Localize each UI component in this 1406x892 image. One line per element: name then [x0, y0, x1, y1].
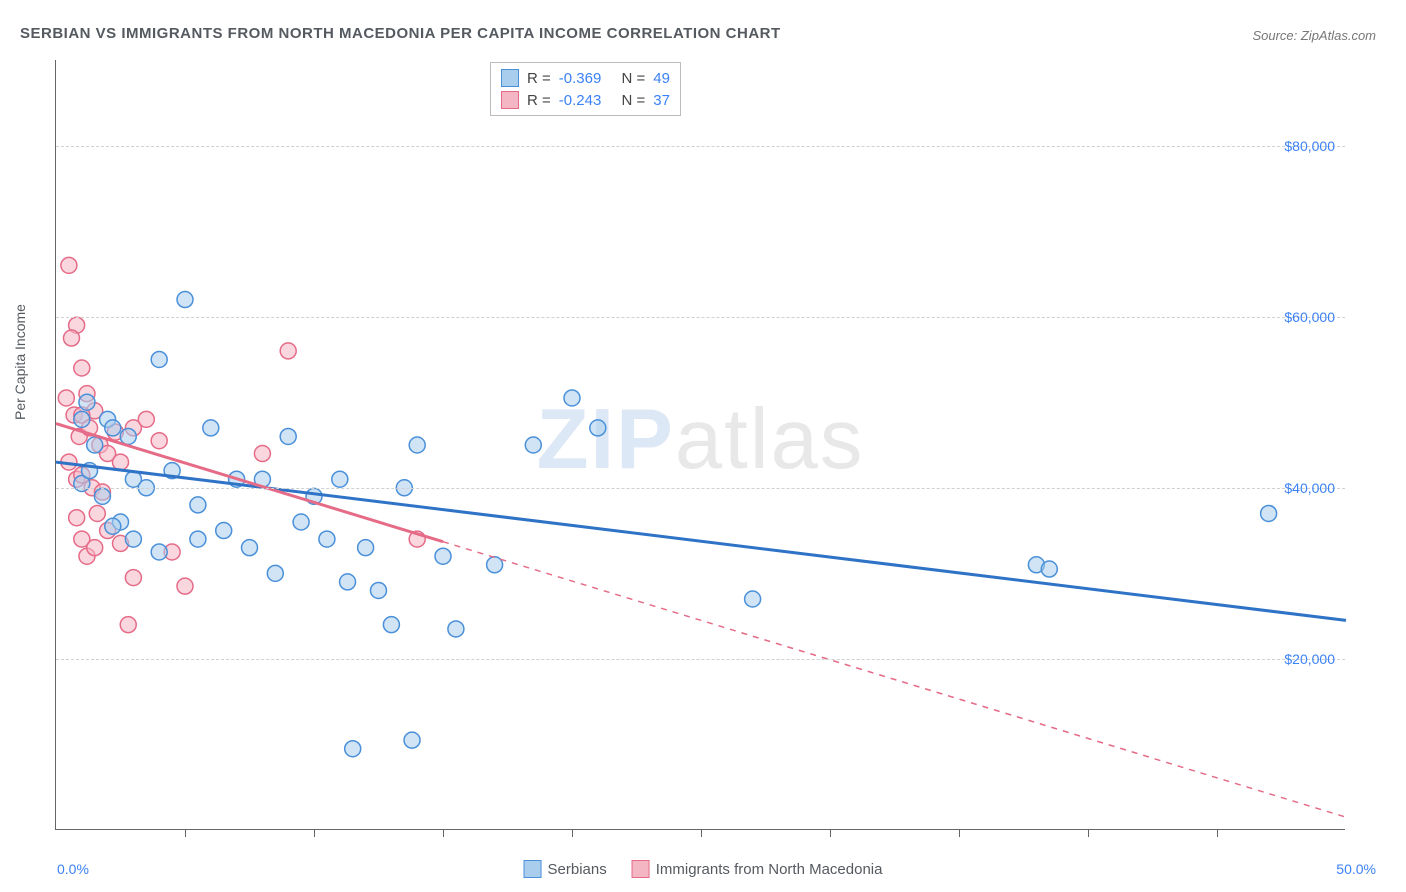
x-axis-end-label: 50.0%	[1336, 861, 1376, 877]
r-label: R =	[527, 70, 551, 87]
r-label: R =	[527, 92, 551, 109]
data-point	[151, 544, 167, 560]
swatch-macedonia	[501, 91, 519, 109]
x-axis-start-label: 0.0%	[57, 861, 89, 877]
data-point	[190, 531, 206, 547]
data-point	[105, 420, 121, 436]
data-point	[113, 454, 129, 470]
y-tick-label: $80,000	[1284, 138, 1335, 154]
trend-line-extrapolated	[443, 542, 1346, 817]
data-point	[383, 617, 399, 633]
data-point	[371, 582, 387, 598]
data-point	[564, 390, 580, 406]
data-point	[525, 437, 541, 453]
data-point	[87, 437, 103, 453]
chart-plot-area: ZIPatlas $20,000$40,000$60,000$80,000	[55, 60, 1345, 830]
x-tick	[572, 829, 573, 837]
source-attribution: Source: ZipAtlas.com	[1252, 28, 1376, 43]
gridline	[56, 146, 1345, 147]
correlation-stats-box: R = -0.369 N = 49 R = -0.243 N = 37	[490, 62, 681, 116]
r-value-macedonia: -0.243	[559, 92, 602, 109]
data-point	[151, 433, 167, 449]
stats-row-serbians: R = -0.369 N = 49	[501, 67, 670, 89]
plot-svg	[56, 60, 1345, 829]
n-label: N =	[621, 92, 645, 109]
data-point	[190, 497, 206, 513]
data-point	[280, 428, 296, 444]
data-point	[177, 578, 193, 594]
data-point	[358, 540, 374, 556]
data-point	[94, 488, 110, 504]
stats-row-macedonia: R = -0.243 N = 37	[501, 89, 670, 111]
n-label: N =	[621, 70, 645, 87]
data-point	[120, 428, 136, 444]
data-point	[216, 523, 232, 539]
y-axis-label: Per Capita Income	[12, 304, 28, 420]
data-point	[319, 531, 335, 547]
data-point	[280, 343, 296, 359]
r-value-serbians: -0.369	[559, 70, 602, 87]
data-point	[254, 446, 270, 462]
swatch-serbians	[501, 69, 519, 87]
x-tick	[830, 829, 831, 837]
legend-item-serbians: Serbians	[524, 860, 607, 878]
legend-label-macedonia: Immigrants from North Macedonia	[656, 861, 883, 878]
gridline	[56, 659, 1345, 660]
data-point	[293, 514, 309, 530]
data-point	[58, 390, 74, 406]
data-point	[435, 548, 451, 564]
data-point	[242, 540, 258, 556]
data-point	[125, 531, 141, 547]
legend-swatch-serbians	[524, 860, 542, 878]
x-tick	[314, 829, 315, 837]
data-point	[105, 518, 121, 534]
data-point	[120, 617, 136, 633]
x-tick	[1088, 829, 1089, 837]
data-point	[89, 505, 105, 521]
x-tick	[701, 829, 702, 837]
data-point	[1261, 505, 1277, 521]
data-point	[404, 732, 420, 748]
n-value-macedonia: 37	[653, 92, 670, 109]
n-value-serbians: 49	[653, 70, 670, 87]
y-tick-label: $40,000	[1284, 480, 1335, 496]
y-tick-label: $20,000	[1284, 651, 1335, 667]
legend-item-macedonia: Immigrants from North Macedonia	[632, 860, 883, 878]
data-point	[138, 411, 154, 427]
data-point	[125, 570, 141, 586]
data-point	[74, 360, 90, 376]
data-point	[487, 557, 503, 573]
y-tick-label: $60,000	[1284, 309, 1335, 325]
data-point	[1041, 561, 1057, 577]
data-point	[203, 420, 219, 436]
bottom-legend: Serbians Immigrants from North Macedonia	[524, 860, 883, 878]
data-point	[745, 591, 761, 607]
data-point	[177, 292, 193, 308]
gridline	[56, 317, 1345, 318]
data-point	[61, 257, 77, 273]
chart-title: SERBIAN VS IMMIGRANTS FROM NORTH MACEDON…	[20, 25, 781, 42]
data-point	[151, 351, 167, 367]
data-point	[332, 471, 348, 487]
data-point	[590, 420, 606, 436]
gridline	[56, 488, 1345, 489]
data-point	[340, 574, 356, 590]
x-tick	[443, 829, 444, 837]
data-point	[74, 411, 90, 427]
data-point	[79, 394, 95, 410]
data-point	[69, 510, 85, 526]
legend-swatch-macedonia	[632, 860, 650, 878]
data-point	[267, 565, 283, 581]
data-point	[409, 437, 425, 453]
legend-label-serbians: Serbians	[548, 861, 607, 878]
x-tick	[1217, 829, 1218, 837]
x-tick	[185, 829, 186, 837]
x-tick	[959, 829, 960, 837]
data-point	[63, 330, 79, 346]
data-point	[448, 621, 464, 637]
data-point	[87, 540, 103, 556]
data-point	[345, 741, 361, 757]
